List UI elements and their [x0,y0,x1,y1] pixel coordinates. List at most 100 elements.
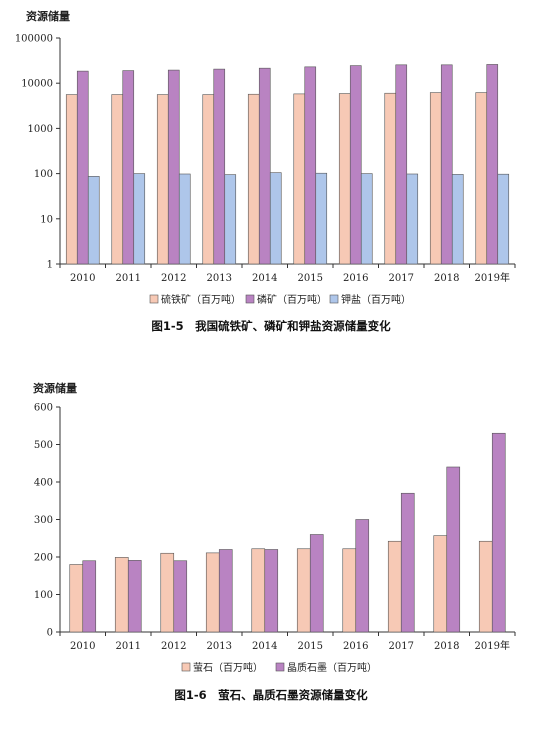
bar-c-2013 [224,174,237,265]
legend-label: 钾盐（百万吨） [341,293,411,306]
bar-c-2012 [178,173,191,265]
x-tick-label: 2015 [298,641,323,652]
bar-c-2017 [406,173,419,265]
y-tick-label: 100 [34,169,53,180]
legend-label: 磷矿（百万吨） [257,293,327,306]
bar-b-2018 [440,64,453,265]
bar-b-2012 [173,560,188,633]
y-tick-label: 300 [34,515,53,526]
y-tick-label: 400 [34,478,53,489]
bar-a-2018 [429,92,442,265]
bar-b-2019年 [486,64,499,265]
legend-label: 晶质石墨（百万吨） [287,661,377,674]
bar-a-2013 [205,552,220,633]
y-tick-label: 500 [34,440,53,451]
y-tick-label: 100000 [15,34,53,45]
bar-a-2014 [247,93,260,265]
legend-swatch [329,294,339,304]
bar-b-2016 [355,519,370,633]
bar-b-2017 [400,492,415,633]
x-tick-label: 2013 [207,641,232,652]
y-tick-label: 0 [47,628,53,639]
bar-a-2014 [251,548,266,633]
bar-c-2019年 [497,173,510,265]
bar-c-2014 [269,172,282,265]
y-tick-label: 1000 [28,124,53,135]
bar-a-2019年 [478,540,493,633]
x-tick-label: 2012 [161,273,186,284]
bar-c-2010 [87,176,100,265]
x-tick-label: 2018 [434,273,459,284]
chart2-caption: 图1-6 萤石、晶质石墨资源储量变化 [174,688,368,702]
bar-b-2015 [304,66,317,265]
bar-a-2016 [338,93,351,265]
bar-a-2012 [160,552,175,633]
bar-a-2012 [156,94,169,265]
legend-swatch [275,662,285,672]
bar-b-2018 [446,466,461,633]
bar-b-2014 [264,549,279,633]
x-tick-label: 2016 [343,273,368,284]
y-tick-label: 10 [40,214,53,225]
chart-2-fluorite-graphite: 资源储量 0 100 200 300 400 500 600 2010 2011 2012 2013… [33,381,516,702]
bar-b-2011 [122,70,135,265]
bar-b-2017 [395,64,408,265]
x-tick-label: 2018 [434,641,459,652]
bar-a-2013 [202,94,215,265]
chart2-plot: 0 100 200 300 400 500 600 2010 2011 2012 2013 2014 2… [34,403,516,674]
x-tick-label: 2014 [252,273,277,284]
bar-a-2017 [387,540,402,633]
legend-swatch [181,662,191,672]
bar-a-2015 [296,548,311,633]
bar-b-2010 [76,70,89,265]
x-tick-label: 2011 [116,641,141,652]
legend-label: 萤石（百万吨） [193,661,263,674]
legend-label: 硫铁矿（百万吨） [161,293,241,306]
bar-a-2011 [114,557,129,633]
bar-c-2015 [315,172,328,265]
x-tick-label: 2017 [389,273,414,284]
bar-a-2011 [111,94,124,265]
y-tick-label: 200 [34,553,53,564]
x-tick-label: 2010 [70,641,95,652]
bar-a-2016 [342,548,357,633]
chart1-plot: 1 10 100 1000 10000 100000 2010 2011 2012 2013 201… [15,34,516,306]
x-tick-label: 2010 [70,273,95,284]
bar-a-2015 [293,93,306,265]
legend-swatch [149,294,159,304]
x-tick-label: 2019年 [475,639,510,652]
bar-c-2016 [360,173,373,265]
bar-a-2010 [65,94,78,265]
y-tick-label: 600 [34,403,53,414]
bar-b-2013 [218,549,233,633]
bar-b-2014 [258,67,271,265]
bar-b-2019年 [491,432,506,633]
bar-a-2010 [69,564,84,633]
bar-b-2013 [213,68,226,265]
x-tick-label: 2016 [343,641,368,652]
x-tick-label: 2012 [161,641,186,652]
x-tick-label: 2019年 [475,271,510,284]
bar-b-2010 [82,560,97,633]
bar-b-2011 [127,560,142,633]
bar-a-2017 [384,92,397,265]
x-tick-label: 2013 [207,273,232,284]
chart1-ylabel: 资源储量 [26,9,70,23]
x-tick-label: 2014 [252,641,277,652]
chart2-ylabel: 资源储量 [33,381,77,395]
y-tick-label: 1 [47,260,53,271]
bar-a-2019年 [475,92,488,265]
bar-c-2011 [133,173,146,265]
bar-b-2015 [309,534,324,633]
x-tick-label: 2011 [116,273,141,284]
bar-c-2018 [451,174,464,265]
y-tick-label: 10000 [21,79,53,90]
bar-b-2012 [167,69,180,265]
legend-swatch [245,294,255,304]
bar-b-2016 [349,65,362,265]
y-tick-label: 100 [34,590,53,601]
chart1-caption: 图1-5 我国硫铁矿、磷矿和钾盐资源储量变化 [151,319,391,333]
chart-1-sulfur-phosphate-potash: 资源储量 1 10 100 1000 10000 100000 2010 2011 2012 20… [15,9,516,333]
bar-a-2018 [433,535,448,633]
x-tick-label: 2015 [298,273,323,284]
